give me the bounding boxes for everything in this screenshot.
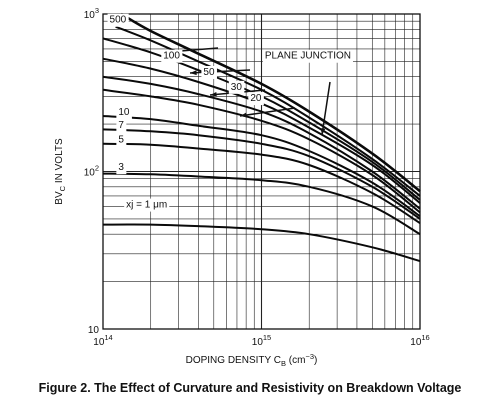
y-tick-label: 10 [88,325,100,336]
arrow-50 [189,69,251,74]
series-line-7 [102,128,421,220]
curve-label: 20 [250,93,262,104]
arrow-plane-junction [321,81,331,136]
series-line-xj-1-m [102,223,421,263]
y-axis-label: BVC IN VOLTS [54,138,67,205]
x-tick-label: 1015 [252,333,271,348]
series-line-5 [102,142,421,224]
curve-label-bg [161,49,183,63]
curve-label: 10 [118,107,130,118]
curve-label: 50 [203,67,215,78]
series-line-30 [102,75,421,210]
curve-label-bg [116,118,127,132]
curve-label: 3 [118,162,124,173]
curve-label: 100 [163,51,180,62]
y-tick-label: 102 [84,164,99,179]
curve-label-bg [201,65,217,79]
arrow-30-head [210,92,217,97]
y-tick-label: 103 [84,6,99,21]
curve-label-bg [248,92,264,106]
x-axis-label: DOPING DENSITY CB (cm−3) [186,352,318,368]
arrow-20-head [240,112,247,118]
arrow-50-head [190,70,197,76]
x-tick-label: 1014 [93,333,112,348]
curve-label: PLANE JUNCTION [265,51,351,62]
curve-label: 5 [118,134,124,145]
curve-label-bg [107,13,129,27]
curve-label-bg [124,198,170,212]
series-line-plane-junction [120,12,421,193]
curve-label: xj = 1 μm [126,200,167,211]
arrow-20 [239,107,296,117]
curve-label: 7 [118,120,124,131]
curve-label-bg [116,133,127,147]
series-line-20 [102,88,421,214]
curve-label-bg [262,49,353,63]
x-tick-label: 1016 [410,333,429,348]
curve-label-bg [116,161,127,175]
series-line-10 [102,115,421,218]
curve-label-bg [228,80,245,94]
figure-caption: Figure 2. The Effect of Curvature and Re… [38,381,462,395]
curve-label: 500 [110,15,127,26]
curve-label-bg [116,106,132,120]
plot-frame [102,13,421,330]
curve-label: 30 [231,82,243,93]
series-line-3 [102,172,421,236]
arrow-plane-junction-head [320,128,326,135]
